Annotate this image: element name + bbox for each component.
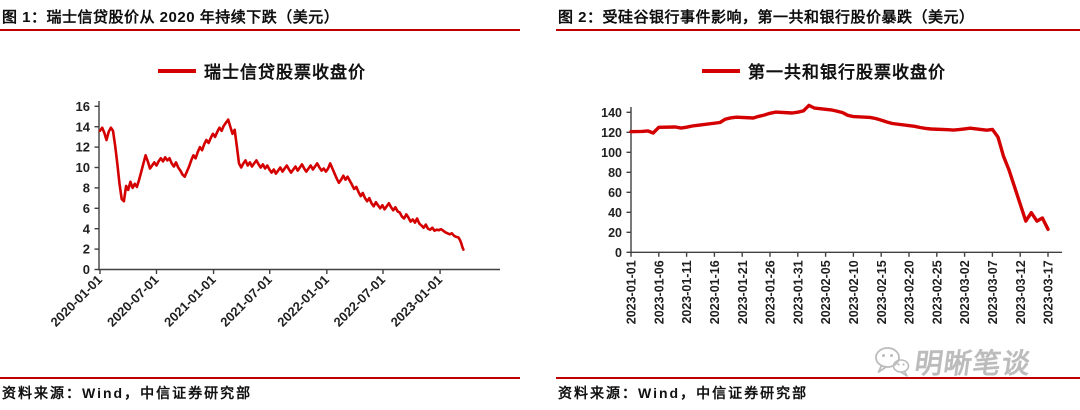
y-tick-label: 0 [83,262,90,277]
x-tick-label: 2023-01-31 [791,260,805,324]
figure2-title: 图 2：受硅谷银行事件影响，第一共和银行股价暴跌（美元） [558,9,975,26]
x-tick-label: 2023-01-01 [388,272,446,330]
y-tick-label: 14 [76,119,91,134]
x-tick-label: 2023-03-17 [1042,260,1056,324]
x-tick-label: 2023-02-15 [875,260,889,324]
x-tick-label: 2023-02-20 [903,260,917,324]
x-tick-label: 2021-01-01 [161,272,219,330]
figure2-legend-label: 第一共和银行股票收盘价 [748,63,946,82]
figure1-title: 图 1：瑞士信贷股价从 2020 年持续下跌（美元） [2,9,340,26]
x-tick-label: 2023-03-12 [1014,260,1028,324]
figure1-source: 资料来源：Wind，中信证券研究部 [2,385,253,401]
y-tick-label: 10 [76,160,90,175]
figure2-legend-line-swatch [702,68,740,73]
y-tick-label: 80 [608,166,622,180]
x-tick-label: 2023-01-06 [652,260,666,324]
x-tick-label: 2023-03-07 [986,260,1000,324]
y-tick-label: 40 [608,206,622,220]
x-tick-label: 2022-01-01 [274,272,332,330]
y-tick-label: 140 [601,106,622,120]
y-tick-label: 12 [76,140,90,155]
x-tick-label: 2023-01-21 [736,260,750,324]
x-tick-label: 2020-07-01 [104,272,162,330]
figure1-legend: 瑞士信贷股票收盘价 [158,58,366,83]
x-tick-label: 2023-01-11 [680,260,694,323]
y-tick-label: 6 [83,201,90,216]
y-tick-label: 60 [608,186,622,200]
chart-2: 0 20 40 60 80 100 120 140 2023-01-01 2023-01-06 20… [601,103,1062,324]
series-line [98,118,465,251]
figure1-legend-line-swatch [158,68,196,73]
series-line [629,103,1050,232]
y-tick-label: 4 [83,221,91,236]
x-tick-label: 2023-01-16 [708,260,722,324]
y-tick-label: 2 [83,242,90,257]
figure2-source: 资料来源：Wind，中信证券研究部 [558,385,809,401]
x-tick-label: 2023-02-10 [847,260,861,324]
y-tick-label: 120 [601,126,622,140]
x-tick-label: 2023-03-02 [958,260,972,324]
figure2-bottom-rule [556,377,1080,379]
figure1-legend-label: 瑞士信贷股票收盘价 [204,63,366,82]
figure2-legend: 第一共和银行股票收盘价 [702,58,946,83]
y-tick-label: 0 [615,246,622,260]
x-tick-label: 2023-01-26 [764,260,778,324]
y-tick-label: 16 [76,99,90,114]
y-tick-label: 8 [83,181,90,196]
y-tick-label: 100 [601,146,622,160]
x-tick-label: 2020-01-01 [47,272,105,330]
x-tick-label: 2023-02-25 [930,260,944,324]
y-tick-label: 20 [608,226,622,240]
figure1-bottom-rule [0,377,520,379]
x-tick-label: 2023-02-05 [819,260,833,324]
figure1-title-underline [0,29,520,31]
figure2-title-underline [556,29,1080,31]
x-tick-label: 2023-01-01 [625,260,639,324]
x-tick-label: 2021-07-01 [217,272,275,330]
x-tick-label: 2022-07-01 [330,272,388,330]
